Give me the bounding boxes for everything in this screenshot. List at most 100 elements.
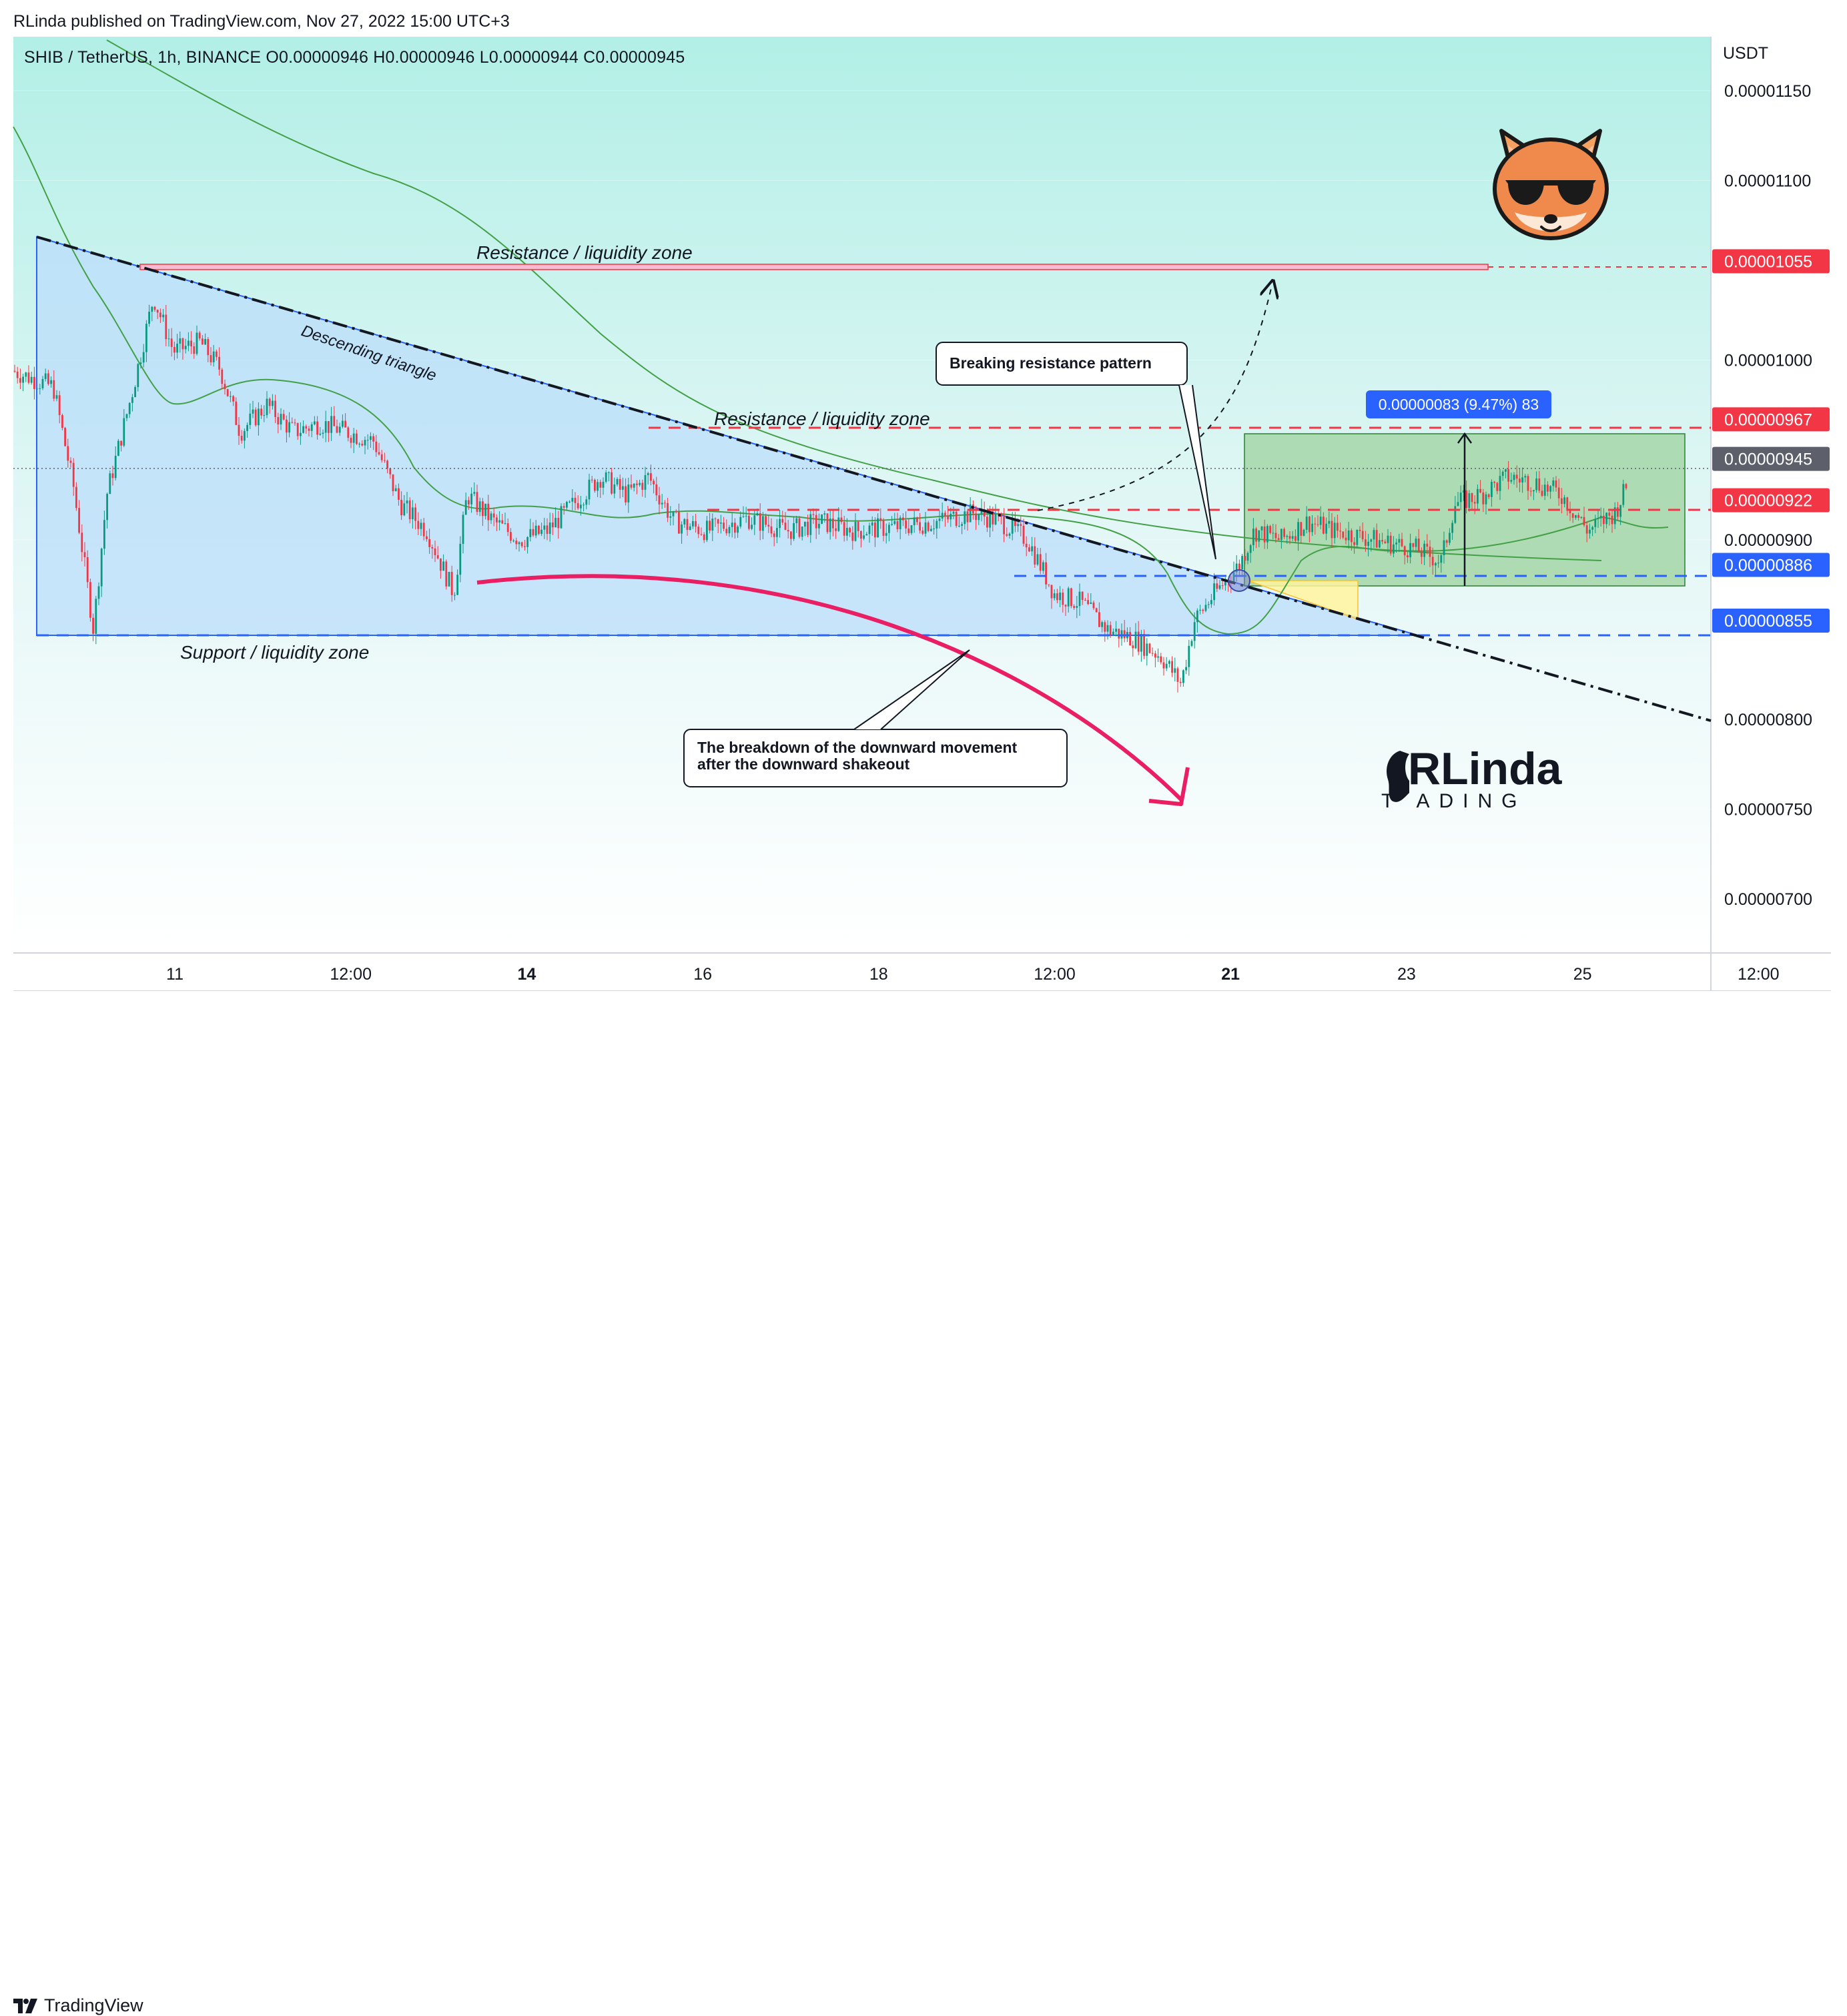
candle-body — [672, 511, 675, 517]
candle-body — [1501, 471, 1504, 476]
candle-body — [882, 521, 885, 536]
candle-body — [221, 369, 224, 384]
candle-body — [930, 529, 932, 531]
candle-body — [1277, 538, 1280, 541]
candle-body — [1583, 517, 1585, 526]
candle-body — [751, 525, 753, 529]
candle-body — [1591, 527, 1593, 530]
candle-body — [703, 534, 705, 541]
candle-body — [44, 373, 47, 379]
candle-body — [151, 306, 153, 312]
candle-body — [1185, 667, 1187, 671]
candle-body — [1238, 563, 1240, 569]
candle-body — [333, 416, 336, 426]
measure-label-box — [1366, 390, 1551, 418]
candle-body — [25, 372, 27, 377]
price-tag: 0.00000886 — [1712, 553, 1830, 577]
candle-body — [1112, 631, 1114, 635]
candle-body — [375, 441, 378, 452]
candle-body — [627, 484, 630, 502]
candle-body — [728, 527, 731, 534]
candle-body — [1379, 540, 1381, 548]
candle-body — [1510, 480, 1513, 482]
candle-body — [1008, 533, 1011, 536]
candle-body — [1246, 553, 1249, 561]
candle-body — [1140, 634, 1142, 652]
candle-body — [58, 395, 61, 416]
candle-body — [142, 352, 145, 363]
candle-body — [148, 312, 150, 324]
candle-body — [955, 511, 958, 527]
candle-body — [1409, 543, 1411, 558]
candle-body — [720, 523, 722, 524]
footer: TradingView — [0, 991, 1847, 2015]
candle-body — [1104, 622, 1106, 632]
candle-body — [1384, 541, 1387, 543]
time-tick-label: 14 — [517, 965, 536, 984]
candle-body — [1603, 515, 1605, 525]
candle-body — [173, 346, 175, 353]
candle-body — [871, 522, 873, 526]
candle-body — [821, 515, 823, 524]
candle-body — [1274, 533, 1277, 539]
candle-body — [548, 522, 551, 535]
candle-body — [765, 516, 767, 525]
candle-body — [131, 397, 133, 403]
tradingview-brand[interactable]: TradingView — [13, 1995, 143, 2016]
candle-body — [408, 500, 411, 520]
candle-body — [1132, 645, 1134, 649]
candle-body — [1109, 625, 1112, 635]
candle-body — [1067, 588, 1070, 607]
candle-body — [1521, 477, 1523, 483]
price-tag-label: 0.00000967 — [1724, 410, 1812, 429]
candle-body — [1165, 663, 1168, 669]
candle-body — [347, 427, 350, 438]
candle-body — [1014, 519, 1016, 527]
price-chart[interactable]: 0.00000083 (9.47%) 83 Resistance / liqui… — [0, 0, 1847, 1038]
candle-body — [1303, 529, 1305, 536]
candle-body — [1078, 591, 1081, 607]
logo-main-text: RLinda — [1408, 743, 1563, 794]
candle-body — [13, 370, 16, 372]
candle-body — [380, 454, 383, 460]
candle-body — [134, 387, 136, 398]
candle-body — [210, 355, 212, 362]
candle-body — [176, 343, 178, 353]
candle-body — [1328, 521, 1331, 524]
candle-body — [330, 416, 332, 433]
candle-body — [910, 525, 913, 533]
candle-body — [1090, 602, 1092, 605]
candle-body — [350, 438, 352, 443]
candle-body — [1449, 533, 1451, 543]
candle-body — [459, 543, 462, 575]
candle-body — [1563, 497, 1565, 505]
price-tag-label: 0.00000922 — [1724, 492, 1812, 511]
candle-body — [1353, 542, 1355, 545]
candle-body — [1235, 563, 1238, 573]
candle-body — [1527, 476, 1529, 491]
candle-body — [759, 513, 761, 531]
price-tick-label: 0.00000800 — [1724, 711, 1812, 729]
published-caption: RLinda published on TradingView.com, Nov… — [13, 12, 510, 31]
candle-body — [543, 525, 546, 530]
candle-body — [1403, 546, 1406, 556]
candle-body — [1218, 585, 1221, 589]
candle-body — [941, 513, 944, 519]
candle-body — [159, 312, 161, 318]
breakdown-callout-pointer — [853, 649, 970, 730]
candle-body — [162, 314, 164, 318]
candle-body — [921, 531, 924, 534]
candle-body — [1373, 530, 1375, 540]
candle-body — [647, 473, 649, 476]
candle-body — [64, 428, 66, 446]
candle-body — [277, 416, 280, 425]
candle-body — [697, 527, 700, 535]
candle-body — [1288, 536, 1291, 539]
candle-body — [1505, 469, 1507, 472]
price-tag: 0.00001055 — [1712, 249, 1830, 274]
price-tag-label: 0.00001055 — [1724, 253, 1812, 272]
candle-body — [41, 378, 44, 388]
candle-body — [417, 521, 420, 529]
candle-body — [1359, 529, 1361, 531]
candle-body — [605, 472, 607, 482]
